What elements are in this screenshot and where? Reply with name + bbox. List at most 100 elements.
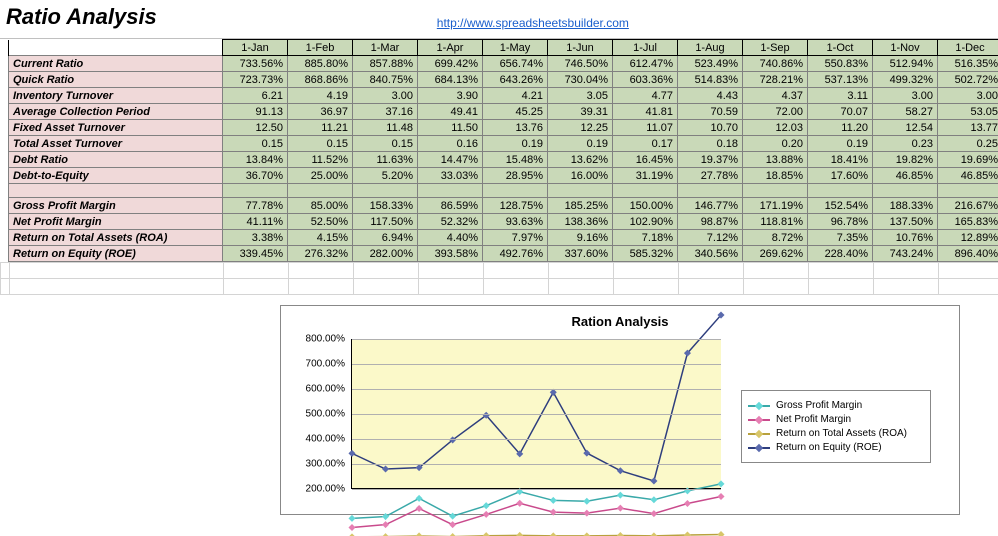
data-cell: 0.18 [678, 136, 743, 152]
table-row: Average Collection Period91.1336.9737.16… [0, 104, 998, 120]
data-cell: 537.13% [808, 72, 873, 88]
data-cell: 96.78% [808, 214, 873, 230]
month-header: 1-May [483, 40, 548, 56]
data-cell: 733.56% [223, 56, 288, 72]
data-cell: 10.70 [678, 120, 743, 136]
data-cell: 17.60% [808, 168, 873, 184]
month-header: 1-Sep [743, 40, 808, 56]
y-axis: 200.00%300.00%400.00%500.00%600.00%700.0… [281, 339, 351, 514]
data-cell: 4.21 [483, 88, 548, 104]
data-cell: 4.40% [418, 230, 483, 246]
data-cell: 512.94% [873, 56, 938, 72]
table-row: Debt-to-Equity36.70%25.00%5.20%33.03%28.… [0, 168, 998, 184]
table-row: Return on Equity (ROE)339.45%276.32%282.… [0, 246, 998, 262]
data-cell: 340.56% [678, 246, 743, 262]
data-cell: 339.45% [223, 246, 288, 262]
row-label: Inventory Turnover [9, 88, 223, 104]
table-row: Total Asset Turnover0.150.150.150.160.19… [0, 136, 998, 152]
data-cell: 14.47% [418, 152, 483, 168]
month-header: 1-Jul [613, 40, 678, 56]
data-cell: 70.07 [808, 104, 873, 120]
data-cell: 499.32% [873, 72, 938, 88]
data-cell: 70.59 [678, 104, 743, 120]
data-cell: 19.82% [873, 152, 938, 168]
data-cell: 7.12% [678, 230, 743, 246]
data-cell: 11.63% [353, 152, 418, 168]
data-cell: 12.25 [548, 120, 613, 136]
data-cell: 102.90% [613, 214, 678, 230]
row-label: Current Ratio [9, 56, 223, 72]
source-link[interactable]: http://www.spreadsheetsbuilder.com [437, 16, 629, 30]
y-tick-label: 300.00% [306, 459, 345, 470]
data-cell: 684.13% [418, 72, 483, 88]
data-cell: 603.36% [613, 72, 678, 88]
chart-title: Ration Analysis [571, 314, 668, 329]
data-cell: 98.87% [678, 214, 743, 230]
data-cell: 13.77 [938, 120, 998, 136]
empty-grid [0, 262, 998, 295]
data-cell: 46.85% [938, 168, 998, 184]
data-cell: 18.41% [808, 152, 873, 168]
data-cell: 11.52% [288, 152, 353, 168]
row-label: Net Profit Margin [9, 214, 223, 230]
data-cell: 840.75% [353, 72, 418, 88]
data-cell: 730.04% [548, 72, 613, 88]
row-label: Fixed Asset Turnover [9, 120, 223, 136]
data-cell: 216.67% [938, 198, 998, 214]
data-cell: 857.88% [353, 56, 418, 72]
data-cell: 118.81% [743, 214, 808, 230]
table-row: Return on Total Assets (ROA)3.38%4.15%6.… [0, 230, 998, 246]
data-cell: 11.20 [808, 120, 873, 136]
data-cell: 5.20% [353, 168, 418, 184]
month-header: 1-Dec [938, 40, 998, 56]
plot-area [351, 339, 721, 489]
data-cell: 740.86% [743, 56, 808, 72]
data-cell: 6.94% [353, 230, 418, 246]
data-cell: 3.00 [353, 88, 418, 104]
data-cell: 53.05 [938, 104, 998, 120]
data-cell: 117.50% [353, 214, 418, 230]
data-cell: 33.03% [418, 168, 483, 184]
data-cell: 3.90 [418, 88, 483, 104]
data-cell: 150.00% [613, 198, 678, 214]
data-cell: 0.25 [938, 136, 998, 152]
data-cell: 16.45% [613, 152, 678, 168]
legend-item: Net Profit Margin [748, 414, 924, 425]
data-cell: 19.37% [678, 152, 743, 168]
data-cell: 13.84% [223, 152, 288, 168]
y-tick-label: 200.00% [306, 484, 345, 495]
data-cell: 502.72% [938, 72, 998, 88]
y-tick-label: 700.00% [306, 359, 345, 370]
data-cell: 16.00% [548, 168, 613, 184]
data-cell: 36.97 [288, 104, 353, 120]
title-row: Ratio Analysis http://www.spreadsheetsbu… [0, 0, 998, 39]
table-row: Current Ratio733.56%885.80%857.88%699.42… [0, 56, 998, 72]
data-cell: 699.42% [418, 56, 483, 72]
data-cell: 46.85% [873, 168, 938, 184]
data-cell: 723.73% [223, 72, 288, 88]
row-label: Return on Equity (ROE) [9, 246, 223, 262]
data-cell: 18.85% [743, 168, 808, 184]
ratio-table: 1-Jan1-Feb1-Mar1-Apr1-May1-Jun1-Jul1-Aug… [0, 39, 998, 262]
y-tick-label: 600.00% [306, 384, 345, 395]
data-cell: 13.88% [743, 152, 808, 168]
data-cell: 28.95% [483, 168, 548, 184]
data-cell: 4.15% [288, 230, 353, 246]
table-row: Fixed Asset Turnover12.5011.2111.4811.50… [0, 120, 998, 136]
data-cell: 12.54 [873, 120, 938, 136]
y-tick-label: 800.00% [306, 334, 345, 345]
data-cell: 128.75% [483, 198, 548, 214]
data-cell: 52.50% [288, 214, 353, 230]
data-cell: 269.62% [743, 246, 808, 262]
data-cell: 0.16 [418, 136, 483, 152]
data-cell: 41.81 [613, 104, 678, 120]
data-cell: 7.97% [483, 230, 548, 246]
data-cell: 158.33% [353, 198, 418, 214]
data-cell: 13.76 [483, 120, 548, 136]
data-cell: 0.15 [353, 136, 418, 152]
data-cell: 171.19% [743, 198, 808, 214]
data-cell: 137.50% [873, 214, 938, 230]
month-header: 1-Jun [548, 40, 613, 56]
data-cell: 12.89% [938, 230, 998, 246]
data-cell: 77.78% [223, 198, 288, 214]
